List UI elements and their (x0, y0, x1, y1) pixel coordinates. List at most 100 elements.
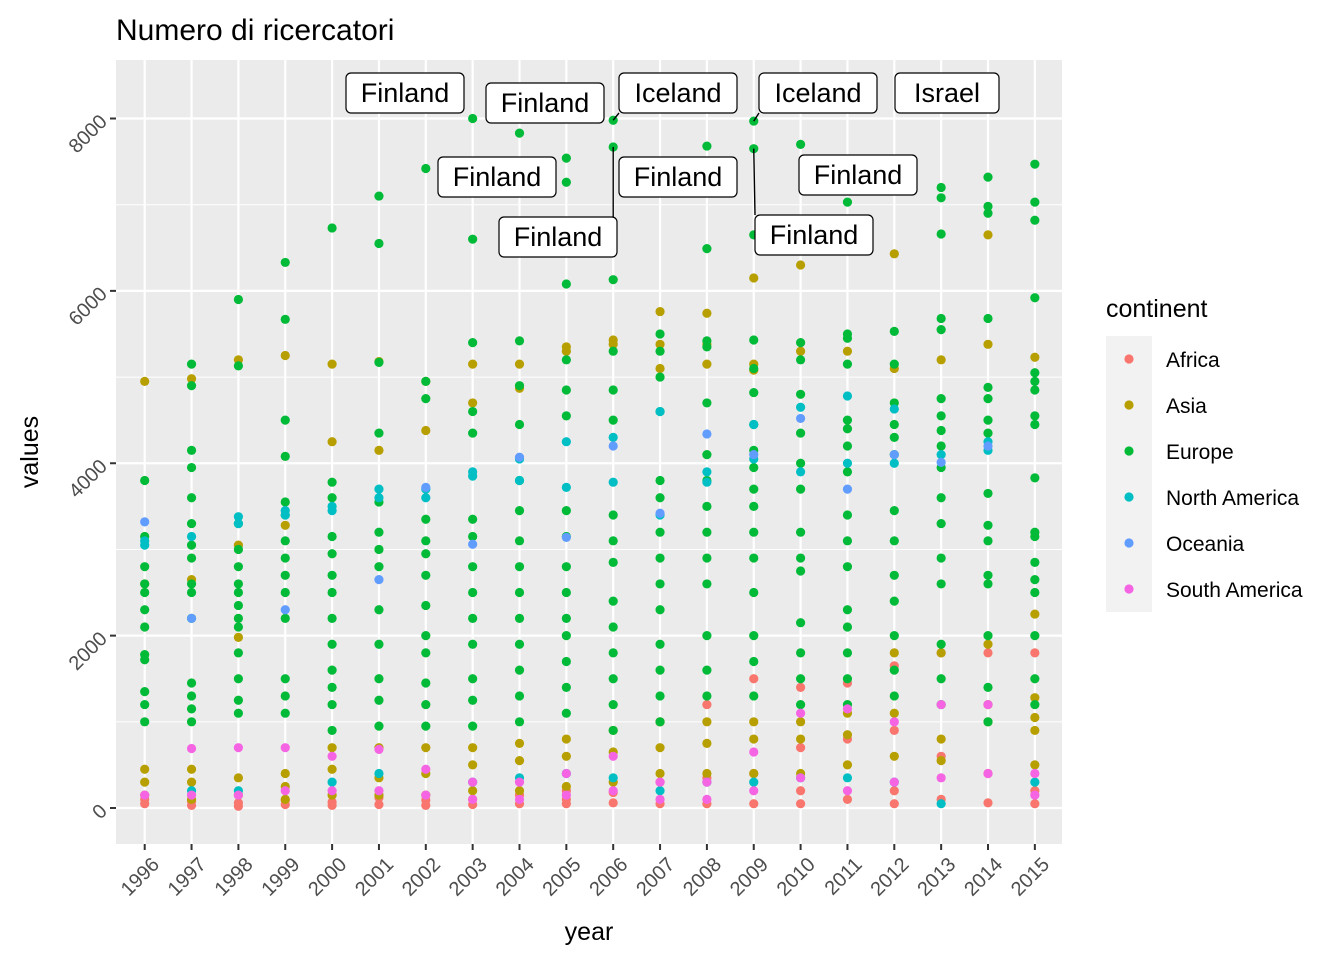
point-europe (421, 699, 431, 710)
point-south-america (233, 790, 243, 800)
point-asia (327, 743, 337, 753)
point-europe (514, 639, 525, 649)
annotation-box (894, 72, 1000, 114)
point-europe (796, 428, 806, 438)
point-europe (186, 678, 197, 688)
point-europe (655, 329, 665, 339)
point-europe (749, 363, 759, 374)
point-south-america (796, 708, 806, 718)
legend-swatch (1124, 446, 1134, 456)
x-axis-title: year (565, 918, 614, 946)
point-europe (186, 579, 197, 589)
point-asia (749, 273, 759, 283)
point-asia (936, 734, 946, 744)
point-oceania (280, 605, 290, 615)
point-europe (280, 587, 290, 598)
point-north-america (796, 402, 806, 412)
point-europe (327, 665, 337, 675)
point-europe (468, 406, 478, 417)
point-europe (280, 536, 290, 546)
point-europe (889, 432, 899, 442)
point-europe (702, 527, 712, 537)
point-europe (936, 411, 946, 421)
point-north-america (608, 773, 618, 783)
point-north-america (327, 506, 337, 516)
point-europe (421, 721, 431, 731)
legend-swatch (1124, 492, 1134, 502)
point-europe (842, 510, 853, 520)
point-oceania (514, 452, 525, 462)
point-oceania (468, 539, 478, 549)
point-europe (280, 570, 290, 580)
point-europe (889, 691, 899, 701)
point-europe (936, 441, 946, 451)
point-europe (421, 536, 431, 546)
point-europe (936, 553, 946, 563)
point-north-america (749, 777, 759, 787)
point-europe (936, 579, 946, 589)
point-europe (889, 506, 899, 516)
point-asia (889, 751, 899, 761)
x-tick-label: 1998 (211, 854, 258, 901)
point-south-america (749, 747, 759, 757)
point-europe (936, 325, 946, 335)
point-europe (561, 562, 571, 572)
point-asia (702, 717, 712, 727)
x-tick-label: 2002 (398, 854, 445, 901)
point-europe (983, 631, 993, 641)
point-europe (702, 553, 712, 563)
annotation-label: Iceland (634, 78, 721, 108)
point-north-america (186, 531, 197, 542)
point-europe (655, 493, 665, 503)
point-asia (514, 755, 525, 766)
point-europe (1030, 699, 1040, 710)
point-europe (233, 695, 243, 705)
point-south-america (374, 744, 384, 754)
point-oceania (608, 441, 618, 451)
point-asia (561, 781, 571, 792)
point-europe (796, 355, 806, 365)
annotation-box (798, 154, 918, 196)
point-asia (561, 751, 571, 761)
point-europe (421, 514, 431, 524)
point-europe (421, 570, 431, 580)
point-europe (280, 415, 290, 425)
point-asia (749, 717, 759, 727)
point-europe (608, 142, 618, 152)
chart-title: Numero di ricercatori (116, 14, 394, 47)
point-europe (842, 333, 853, 343)
point-europe (468, 428, 478, 438)
point-europe (514, 562, 525, 572)
point-europe (186, 381, 197, 391)
legend-swatch (1124, 538, 1134, 548)
point-europe (327, 613, 337, 623)
point-north-america (374, 768, 384, 779)
point-asia (1030, 352, 1040, 362)
point-asia (702, 768, 712, 779)
point-europe (749, 631, 759, 641)
point-africa (1030, 799, 1040, 809)
point-africa (796, 682, 806, 692)
point-south-america (327, 786, 337, 796)
x-tick-label: 1997 (164, 854, 211, 901)
point-africa (889, 786, 899, 796)
point-europe (1030, 197, 1040, 207)
point-asia (655, 306, 665, 317)
point-europe (327, 549, 337, 559)
point-europe (561, 613, 571, 623)
point-africa (796, 786, 806, 796)
point-europe (421, 631, 431, 641)
point-europe (796, 527, 806, 537)
point-north-america (140, 540, 150, 550)
point-south-america (936, 773, 946, 783)
point-europe (842, 441, 853, 451)
point-africa (702, 699, 712, 710)
point-europe (655, 527, 665, 537)
point-north-america (374, 493, 384, 503)
point-south-america (561, 768, 571, 779)
point-europe (702, 665, 712, 675)
point-europe (796, 389, 806, 399)
point-north-america (514, 475, 525, 486)
point-asia (468, 743, 478, 753)
point-asia (421, 743, 431, 753)
